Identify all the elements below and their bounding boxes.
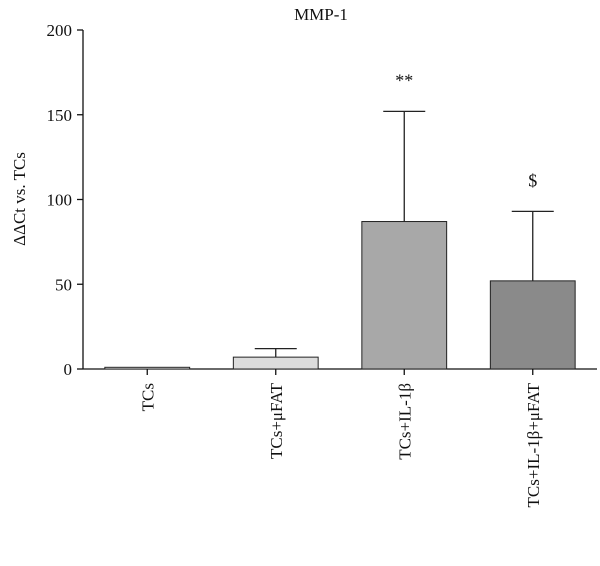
y-tick-label: 200	[47, 21, 73, 40]
y-axis-label: ΔΔCt vs. TCs	[10, 152, 29, 246]
significance-marker: **	[395, 70, 413, 90]
significance-marker: $	[528, 170, 537, 190]
bar	[361, 221, 448, 370]
significance-annotations: ** $	[395, 70, 537, 190]
y-tick-label: 50	[55, 275, 72, 294]
y-axis-ticks: 0 50 100 150 200	[47, 21, 83, 379]
y-tick-label: 0	[64, 360, 73, 379]
y-tick-label: 150	[47, 106, 73, 125]
x-tick-label: TCs	[138, 383, 157, 411]
error-bars	[254, 110, 554, 358]
x-tick-label: TCs+μFAT	[267, 382, 286, 459]
bar	[232, 356, 319, 370]
chart-title: MMP-1	[294, 5, 348, 24]
x-tick-label: TCs+IL-1β+μFAT	[524, 382, 543, 507]
bars	[104, 221, 576, 370]
x-tick-label: TCs+IL-1β	[395, 383, 414, 460]
x-axis-tick-labels: TCs TCs+μFAT TCs+IL-1β TCs+IL-1β+μFAT	[138, 369, 543, 507]
bar	[489, 280, 576, 370]
bar	[104, 366, 191, 370]
y-tick-label: 100	[47, 191, 73, 210]
